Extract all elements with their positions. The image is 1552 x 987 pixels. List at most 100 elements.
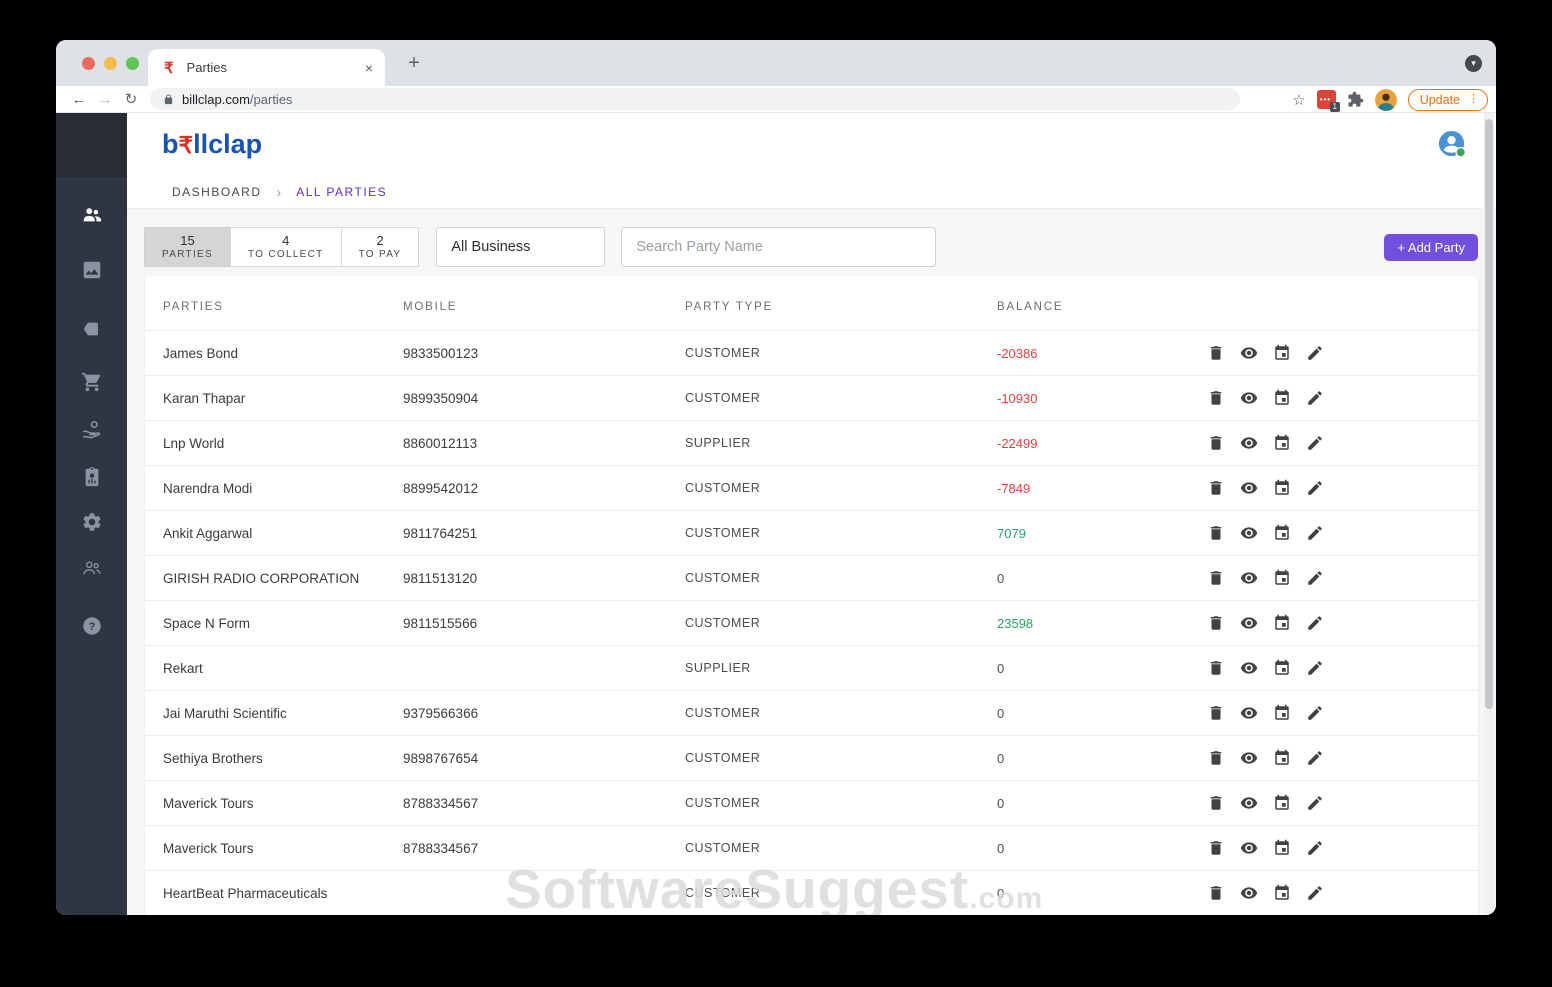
calendar-button[interactable] — [1273, 884, 1291, 902]
chrome-update-button[interactable]: Update ⋮ — [1407, 88, 1488, 111]
edit-button[interactable] — [1306, 569, 1324, 587]
calendar-button[interactable] — [1273, 569, 1291, 587]
scrollbar-thumb[interactable] — [1485, 119, 1493, 709]
view-button[interactable] — [1240, 749, 1258, 767]
sidebar-item-purchases[interactable] — [56, 371, 127, 393]
reload-button[interactable]: ↻ — [124, 91, 138, 108]
calendar-button[interactable] — [1273, 524, 1291, 542]
view-button[interactable] — [1240, 389, 1258, 407]
header-parties: PARTIES — [163, 301, 224, 313]
sidebar-item-staff[interactable] — [56, 557, 127, 579]
edit-button[interactable] — [1306, 479, 1324, 497]
forward-button[interactable]: → — [97, 90, 113, 108]
sidebar-item-help[interactable]: ? — [56, 615, 127, 637]
edit-button[interactable] — [1306, 704, 1324, 722]
view-button[interactable] — [1240, 479, 1258, 497]
tab-search-button[interactable]: ▾ — [1465, 55, 1482, 72]
extensions-puzzle-icon[interactable] — [1347, 91, 1364, 108]
delete-button[interactable] — [1207, 569, 1225, 587]
add-party-button[interactable]: + Add Party — [1384, 233, 1478, 261]
billclap-logo[interactable]: b₹llclap — [162, 129, 262, 160]
extension-dots: ••• — [1319, 95, 1332, 104]
calendar-button[interactable] — [1273, 434, 1291, 452]
sidebar-item-parties[interactable] — [56, 204, 127, 226]
bookmark-star-icon[interactable]: ☆ — [1292, 91, 1306, 109]
view-button[interactable] — [1240, 704, 1258, 722]
calendar-button[interactable] — [1273, 389, 1291, 407]
browser-toolbar: ← → ↻ billclap.com/parties ☆ ••• 1 Updat… — [56, 86, 1496, 113]
trash-icon — [1210, 436, 1222, 450]
view-button[interactable] — [1240, 434, 1258, 452]
maximize-window-button[interactable] — [126, 57, 139, 70]
new-tab-button[interactable]: + — [408, 52, 420, 74]
sidebar-item-gallery[interactable] — [56, 259, 127, 281]
back-button[interactable]: ← — [71, 90, 87, 108]
party-name: GIRISH RADIO CORPORATION — [163, 570, 360, 586]
view-button[interactable] — [1240, 569, 1258, 587]
delete-button[interactable] — [1207, 479, 1225, 497]
business-select[interactable]: All Business — [436, 227, 606, 267]
edit-button[interactable] — [1306, 749, 1324, 767]
edit-button[interactable] — [1306, 344, 1324, 362]
view-button[interactable] — [1240, 794, 1258, 812]
edit-button[interactable] — [1306, 524, 1324, 542]
delete-button[interactable] — [1207, 884, 1225, 902]
browser-tab[interactable]: ₹ Parties × — [148, 49, 385, 86]
group-icon — [83, 208, 101, 222]
close-window-button[interactable] — [82, 57, 95, 70]
url-bar[interactable]: billclap.com/parties — [150, 88, 1240, 110]
delete-button[interactable] — [1207, 749, 1225, 767]
view-button[interactable] — [1240, 659, 1258, 677]
calendar-button[interactable] — [1273, 839, 1291, 857]
view-button[interactable] — [1240, 839, 1258, 857]
delete-button[interactable] — [1207, 659, 1225, 677]
calendar-button[interactable] — [1273, 344, 1291, 362]
search-party-input[interactable] — [621, 227, 937, 267]
edit-button[interactable] — [1306, 614, 1324, 632]
calendar-button[interactable] — [1273, 704, 1291, 722]
delete-button[interactable] — [1207, 434, 1225, 452]
settings-gear-icon — [82, 513, 101, 531]
delete-button[interactable] — [1207, 839, 1225, 857]
filter-tab[interactable]: 4 TO COLLECT — [229, 227, 342, 267]
sidebar-item-reports[interactable] — [56, 466, 127, 488]
edit-button[interactable] — [1306, 659, 1324, 677]
calendar-button[interactable] — [1273, 794, 1291, 812]
breadcrumb-dashboard-link[interactable]: DASHBOARD — [172, 185, 262, 200]
account-avatar-icon[interactable] — [1437, 129, 1468, 160]
filter-tab[interactable]: 2 TO PAY — [340, 227, 420, 267]
calendar-button[interactable] — [1273, 749, 1291, 767]
sidebar-item-settings[interactable] — [56, 511, 127, 533]
sidebar-item-items[interactable] — [56, 318, 127, 340]
tab-close-icon[interactable]: × — [364, 59, 373, 76]
sidebar-item-payments[interactable] — [56, 419, 127, 441]
view-button[interactable] — [1240, 344, 1258, 362]
delete-button[interactable] — [1207, 344, 1225, 362]
edit-button[interactable] — [1306, 389, 1324, 407]
svg-text:?: ? — [88, 621, 95, 633]
delete-button[interactable] — [1207, 524, 1225, 542]
calendar-button[interactable] — [1273, 479, 1291, 497]
calendar-icon — [1275, 749, 1289, 765]
view-button[interactable] — [1240, 524, 1258, 542]
delete-button[interactable] — [1207, 794, 1225, 812]
delete-button[interactable] — [1207, 704, 1225, 722]
calendar-icon — [1275, 794, 1289, 810]
adblock-extension-icon[interactable]: ••• 1 — [1316, 90, 1340, 112]
edit-button[interactable] — [1306, 839, 1324, 857]
edit-button[interactable] — [1306, 884, 1324, 902]
delete-button[interactable] — [1207, 614, 1225, 632]
profile-avatar[interactable] — [1374, 88, 1397, 111]
page-scrollbar[interactable] — [1484, 113, 1494, 915]
menu-kebab-icon[interactable]: ⋮ — [1468, 93, 1479, 105]
view-button[interactable] — [1240, 614, 1258, 632]
delete-button[interactable] — [1207, 389, 1225, 407]
minimize-window-button[interactable] — [104, 57, 117, 70]
calendar-button[interactable] — [1273, 659, 1291, 677]
calendar-button[interactable] — [1273, 614, 1291, 632]
filter-tab[interactable]: 15 PARTIES — [144, 227, 231, 267]
edit-button[interactable] — [1306, 434, 1324, 452]
view-button[interactable] — [1240, 884, 1258, 902]
edit-button[interactable] — [1306, 794, 1324, 812]
main-panel: b₹llclap DASHBOARD › ALL PARTIES 15 PART… — [127, 113, 1496, 915]
